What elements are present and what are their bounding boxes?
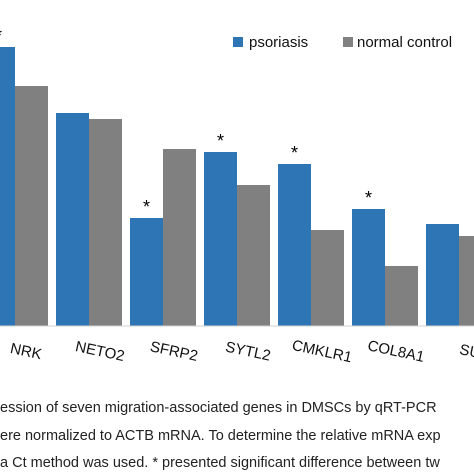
- tick-label-cmklr1: CMKLR1: [290, 337, 353, 366]
- significance-marker-sfrp2: *: [143, 197, 150, 217]
- significance-marker-nrk: *: [0, 26, 2, 46]
- legend-swatch-psoriasis: [233, 37, 243, 47]
- significance-marker-sytl2: *: [217, 131, 224, 151]
- bar-col8a1-psoriasis: [352, 209, 385, 326]
- significance-marker-col8a1: *: [365, 188, 372, 208]
- bar-cmklr1-psoriasis: [278, 164, 311, 326]
- bar-sytl2-normal-control: [237, 185, 270, 326]
- legend-label-psoriasis: psoriasis: [249, 34, 308, 51]
- tick-label-sfrp2: SFRP2: [149, 338, 200, 365]
- tick-label-neto2: NETO2: [74, 338, 126, 365]
- bar-neto2-normal-control: [89, 119, 122, 326]
- legend-label-normal-control: normal control: [357, 34, 452, 51]
- bars-group: * * * * *: [0, 26, 474, 326]
- significance-marker-cmklr1: *: [291, 143, 298, 163]
- bar-sytl2-psoriasis: [204, 152, 237, 326]
- bar-nrk-psoriasis: [0, 47, 15, 326]
- x-tick-labels: NRK NETO2 SFRP2 SYTL2 CMKLR1 COL8A1 SU: [9, 337, 474, 366]
- bar-su-psoriasis: [426, 224, 459, 326]
- tick-label-nrk: NRK: [9, 340, 44, 363]
- tick-label-sytl2: SYTL2: [224, 339, 272, 365]
- legend: psoriasis normal control: [233, 34, 452, 51]
- caption-line-3: a Ct method was used. * presented signif…: [0, 455, 440, 471]
- bar-cmklr1-normal-control: [311, 230, 344, 326]
- bar-neto2-psoriasis: [56, 113, 89, 326]
- legend-swatch-normal-control: [343, 37, 353, 47]
- bar-nrk-normal-control: [15, 86, 48, 326]
- tick-label-su: SU: [458, 341, 474, 362]
- caption-line-1: ession of seven migration-associated gen…: [0, 400, 437, 416]
- caption-line-2: ere normalized to ACTB mRNA. To determin…: [0, 428, 441, 444]
- bar-col8a1-normal-control: [385, 266, 418, 326]
- bar-chart: * * * * * NRK NETO2 SFRP2 SYTL2 CMKLR1 COL8A1 SU p…: [0, 26, 474, 366]
- tick-label-col8a1: COL8A1: [366, 337, 426, 366]
- bar-sfrp2-normal-control: [163, 149, 196, 326]
- bar-sfrp2-psoriasis: [130, 218, 163, 326]
- bar-su-normal-control: [459, 236, 474, 326]
